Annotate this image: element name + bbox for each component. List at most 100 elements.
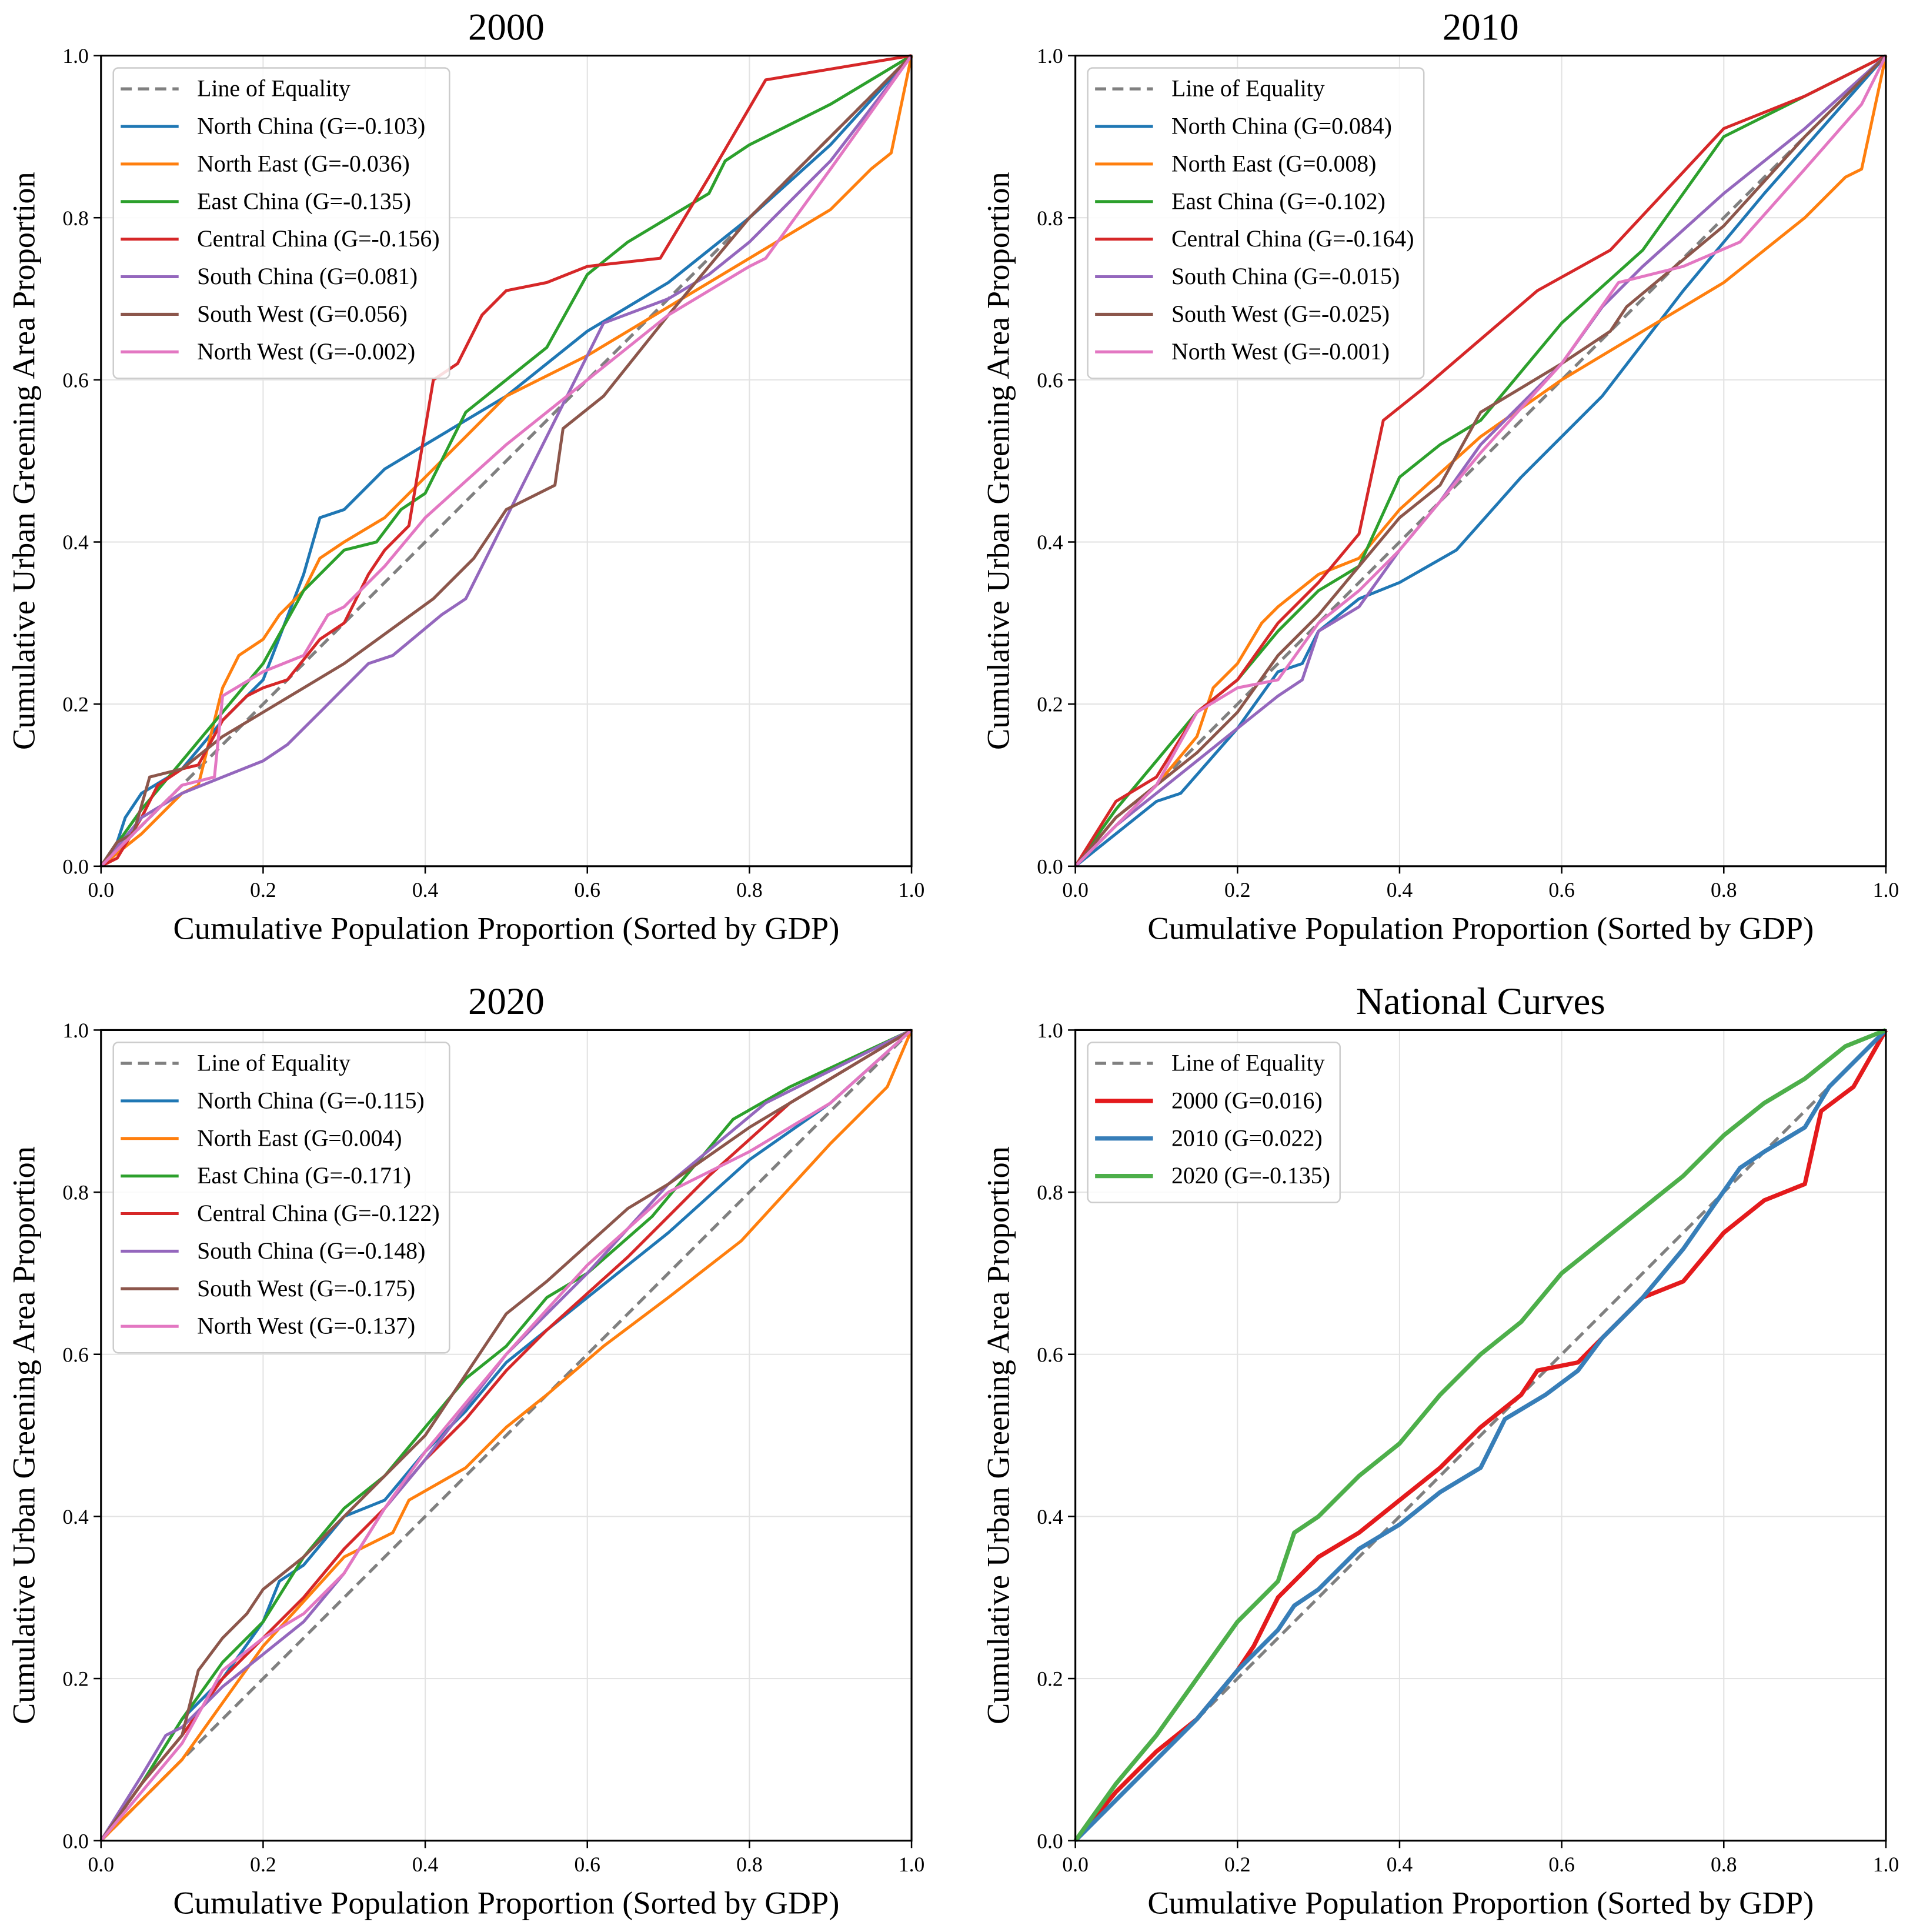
y-tick-label: 0.8 bbox=[62, 206, 89, 230]
series-line-2 bbox=[1074, 54, 1887, 867]
legend-label: South West (G=-0.025) bbox=[1171, 301, 1390, 327]
y-tick-label: 1.0 bbox=[62, 44, 89, 68]
x-tick-label: 0.2 bbox=[1224, 878, 1251, 902]
y-tick-label: 1.0 bbox=[1037, 1019, 1063, 1042]
y-tick-label: 0.6 bbox=[62, 1343, 89, 1366]
legend-label: 2020 (G=-0.135) bbox=[1171, 1163, 1330, 1189]
legend-label: East China (G=-0.171) bbox=[197, 1163, 411, 1189]
x-tick-label: 0.0 bbox=[1062, 1853, 1089, 1876]
legend-item: North West (G=-0.002) bbox=[121, 339, 415, 365]
series-line-5 bbox=[99, 54, 913, 867]
line-of-equality bbox=[99, 1029, 913, 1842]
legend-item: East China (G=-0.102) bbox=[1095, 188, 1385, 214]
legend-item: North West (G=-0.137) bbox=[121, 1313, 415, 1339]
series-line-6 bbox=[99, 55, 913, 867]
legend-item: North China (G=0.084) bbox=[1095, 114, 1392, 139]
axes-frame bbox=[100, 1029, 913, 1842]
y-tick-label: 1.0 bbox=[62, 1019, 89, 1042]
legend-label: North China (G=-0.103) bbox=[197, 114, 425, 139]
series-line-1 bbox=[1074, 1028, 1888, 1843]
chart-title: 2020 bbox=[468, 980, 545, 1023]
legend: Line of Equality North China (G=-0.115) No… bbox=[112, 1042, 450, 1354]
legend-label: 2000 (G=0.016) bbox=[1171, 1087, 1323, 1113]
x-tick-label: 1.0 bbox=[899, 1853, 925, 1876]
y-tick-label: 0.8 bbox=[1037, 206, 1063, 230]
y-tick-label: 1.0 bbox=[1037, 44, 1063, 68]
legend-item: Line of Equality bbox=[1095, 1050, 1325, 1076]
chart-panel-3: 0.0 0.2 0.4 0.6 0.8 1.0 0.0 0.2 0.4 0.6 0.8 1.0 Nati… bbox=[980, 980, 1899, 1920]
x-tick-label: 0.8 bbox=[1711, 878, 1737, 902]
y-tick-label: 0.0 bbox=[1037, 855, 1063, 878]
legend-label: Central China (G=-0.156) bbox=[197, 226, 439, 252]
legend-item: Line of Equality bbox=[1095, 76, 1325, 102]
y-tick-label: 0.4 bbox=[62, 530, 89, 554]
legend-item: South West (G=-0.025) bbox=[1095, 301, 1390, 327]
legend-label: South China (G=0.081) bbox=[197, 263, 418, 289]
legend-label: 2010 (G=0.022) bbox=[1171, 1125, 1323, 1151]
axes-frame bbox=[1074, 54, 1887, 867]
axes-frame bbox=[1074, 1029, 1887, 1842]
y-tick-label: 0.0 bbox=[1037, 1829, 1063, 1853]
series-line-4 bbox=[99, 55, 913, 867]
series-line-5 bbox=[1074, 54, 1887, 867]
chart-panel-0: 0.0 0.2 0.4 0.6 0.8 1.0 0.0 0.2 0.4 0.6 0.8 1.0 2000… bbox=[6, 6, 925, 946]
legend-item: South West (G=0.056) bbox=[121, 301, 408, 327]
series-line-1 bbox=[99, 1029, 913, 1842]
legend-item: Line of Equality bbox=[121, 76, 350, 102]
x-tick-label: 0.0 bbox=[88, 878, 115, 902]
x-tick-label: 0.2 bbox=[1224, 1853, 1251, 1876]
y-tick-label: 0.4 bbox=[1037, 530, 1063, 554]
x-axis-label: Cumulative Population Proportion (Sorted… bbox=[1147, 1884, 1814, 1920]
x-tick-label: 0.8 bbox=[736, 1853, 763, 1876]
series-line-6 bbox=[1074, 55, 1888, 867]
x-tick-label: 0.2 bbox=[250, 878, 276, 902]
legend-item: North China (G=-0.115) bbox=[121, 1087, 425, 1113]
legend-item: 2010 (G=0.022) bbox=[1095, 1125, 1323, 1151]
legend-label: East China (G=-0.102) bbox=[1171, 188, 1385, 214]
x-tick-label: 1.0 bbox=[1873, 878, 1899, 902]
legend-item: East China (G=-0.171) bbox=[121, 1163, 411, 1189]
x-tick-label: 0.6 bbox=[1548, 878, 1575, 902]
x-tick-label: 0.6 bbox=[574, 878, 600, 902]
legend-item: South China (G=-0.015) bbox=[1095, 263, 1400, 289]
series-line-3 bbox=[1074, 54, 1887, 867]
y-tick-label: 0.0 bbox=[62, 1829, 89, 1853]
x-axis-label: Cumulative Population Proportion (Sorted… bbox=[173, 910, 839, 946]
legend-label: North China (G=-0.115) bbox=[197, 1087, 425, 1113]
y-tick-label: 0.2 bbox=[62, 693, 89, 716]
x-tick-label: 1.0 bbox=[899, 878, 925, 902]
y-axis-label: Cumulative Urban Greening Area Proportio… bbox=[980, 172, 1016, 750]
axes-frame bbox=[100, 54, 913, 867]
chart-title: 2000 bbox=[468, 6, 545, 48]
y-tick-label: 0.8 bbox=[62, 1181, 89, 1204]
chart-title: National Curves bbox=[1356, 980, 1605, 1023]
series-line-0 bbox=[99, 54, 913, 867]
series-line-6 bbox=[99, 1029, 913, 1842]
legend: Line of Equality North China (G=0.084) Nor… bbox=[1087, 67, 1425, 379]
legend-item: South China (G=0.081) bbox=[121, 263, 418, 289]
legend-label: North West (G=-0.137) bbox=[197, 1313, 415, 1339]
chart-panel-1: 0.0 0.2 0.4 0.6 0.8 1.0 0.0 0.2 0.4 0.6 0.8 1.0 2010… bbox=[980, 6, 1899, 946]
x-tick-label: 1.0 bbox=[1873, 1853, 1899, 1876]
series-line-5 bbox=[99, 1029, 913, 1842]
y-tick-label: 0.6 bbox=[1037, 368, 1063, 392]
legend-item: North East (G=-0.036) bbox=[121, 151, 410, 176]
legend-label: North East (G=0.004) bbox=[197, 1125, 402, 1151]
legend-label: North East (G=0.008) bbox=[1171, 151, 1376, 176]
legend-label: South West (G=-0.175) bbox=[197, 1276, 415, 1302]
legend: Line of Equality North China (G=-0.103) No… bbox=[112, 67, 450, 379]
legend-label: South West (G=0.056) bbox=[197, 301, 408, 327]
legend-item: East China (G=-0.135) bbox=[121, 188, 411, 214]
legend-label: Line of Equality bbox=[197, 76, 350, 102]
y-tick-label: 0.2 bbox=[1037, 1667, 1063, 1691]
y-tick-label: 0.4 bbox=[1037, 1505, 1063, 1529]
x-axis-label: Cumulative Population Proportion (Sorted… bbox=[173, 1884, 839, 1920]
legend-box bbox=[112, 1042, 450, 1354]
y-axis-label: Cumulative Urban Greening Area Proportio… bbox=[6, 1146, 42, 1724]
x-tick-label: 0.4 bbox=[412, 1853, 439, 1876]
legend-item: Line of Equality bbox=[121, 1050, 350, 1076]
legend-item: North East (G=0.008) bbox=[1095, 151, 1376, 176]
legend-item: North West (G=-0.001) bbox=[1095, 339, 1390, 365]
legend-item: North East (G=0.004) bbox=[121, 1125, 402, 1151]
